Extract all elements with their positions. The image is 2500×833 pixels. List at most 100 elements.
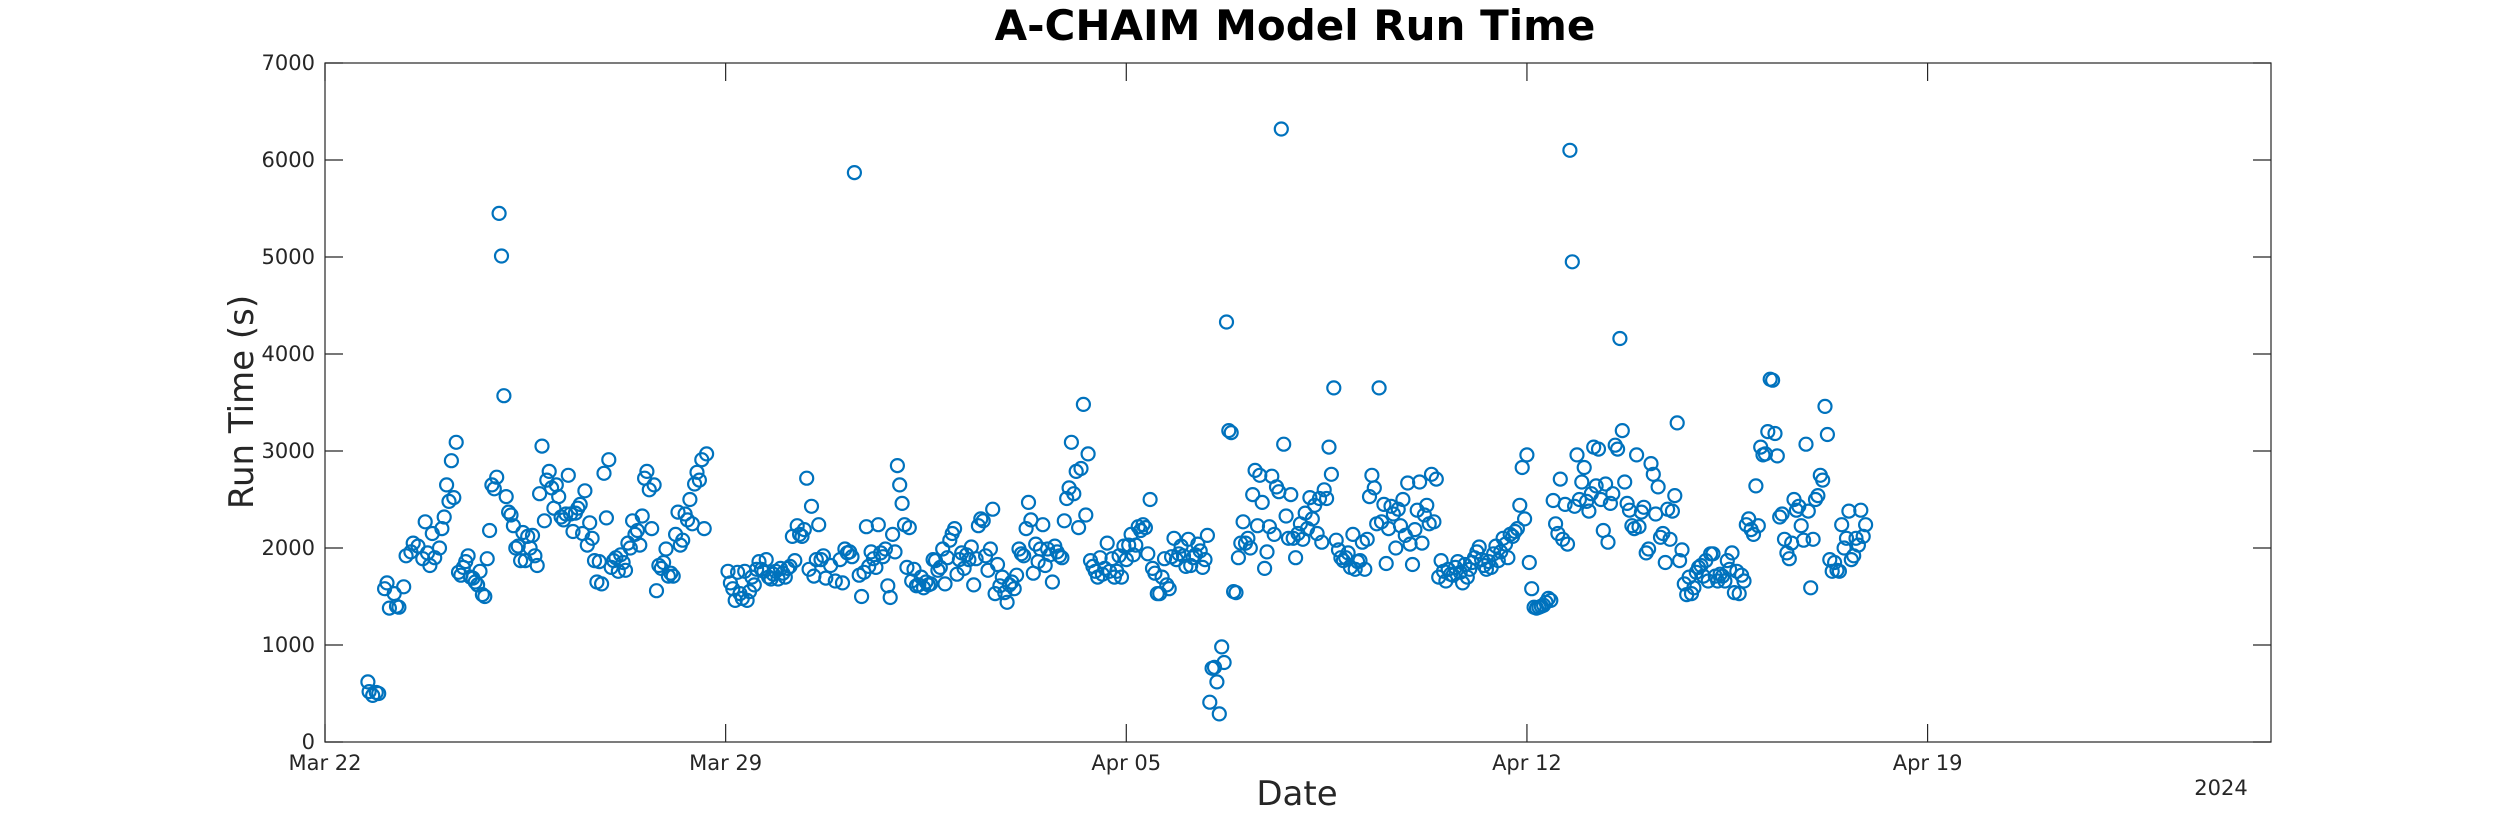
data-point — [1411, 474, 1428, 490]
data-point — [524, 527, 541, 544]
data-point — [1459, 569, 1475, 585]
data-point — [1571, 491, 1588, 508]
data-point — [1445, 567, 1461, 583]
y-tick-label: 4000 — [262, 342, 315, 366]
data-point — [1008, 567, 1025, 583]
data-point — [648, 583, 665, 599]
data-point — [1345, 526, 1361, 543]
data-point — [582, 515, 598, 531]
data-point — [639, 463, 655, 479]
data-point — [1602, 495, 1619, 511]
data-point — [1070, 519, 1087, 536]
data-point — [1352, 552, 1368, 569]
data-point — [1564, 254, 1580, 270]
data-point — [1240, 530, 1256, 546]
data-point — [1230, 550, 1247, 566]
data-point — [1314, 534, 1330, 550]
data-point — [436, 509, 452, 525]
data-point — [1721, 561, 1738, 577]
y-tick-label: 7000 — [262, 51, 315, 75]
data-point — [744, 569, 760, 585]
data-point — [1378, 555, 1394, 572]
data-point — [472, 563, 488, 579]
data-point — [822, 557, 839, 574]
data-point — [1581, 503, 1597, 519]
data-point — [1705, 546, 1721, 562]
data-point — [1640, 541, 1657, 557]
data-point — [489, 469, 505, 485]
data-point — [1223, 425, 1239, 441]
data-point — [512, 552, 529, 569]
data-point — [1202, 694, 1218, 710]
data-point — [892, 477, 908, 493]
data-point — [997, 584, 1013, 601]
data-point — [1617, 474, 1633, 490]
data-point — [1612, 330, 1628, 347]
data-point — [1066, 486, 1082, 502]
data-point — [787, 552, 803, 569]
data-point — [1018, 520, 1034, 537]
data-point — [541, 463, 557, 479]
data-point — [1819, 426, 1836, 443]
data-point — [610, 563, 626, 579]
data-point — [491, 205, 507, 221]
data-point — [989, 556, 1006, 573]
data-point — [477, 588, 493, 605]
data-point — [1256, 560, 1273, 577]
data-point — [1194, 559, 1211, 576]
data-point — [1614, 423, 1630, 439]
data-point — [1371, 380, 1387, 396]
data-point — [675, 532, 691, 548]
data-point — [1245, 487, 1261, 503]
data-point — [1221, 423, 1237, 439]
data-point — [975, 513, 991, 529]
data-point — [748, 561, 765, 577]
data-point — [815, 548, 832, 564]
data-point — [646, 477, 662, 493]
data-point — [1209, 674, 1225, 690]
plot-frame — [324, 62, 2272, 743]
data-point — [999, 594, 1015, 610]
data-point — [448, 434, 464, 450]
data-point — [1593, 491, 1609, 508]
data-point — [1199, 527, 1216, 544]
data-point — [596, 465, 612, 481]
data-point — [1385, 506, 1402, 522]
data-point — [985, 501, 1001, 517]
data-point — [1609, 441, 1626, 457]
data-point — [1815, 472, 1831, 488]
data-point — [1218, 314, 1235, 330]
y-axis-label: Run Time (s) — [222, 295, 262, 509]
data-point — [1020, 494, 1037, 510]
data-point — [846, 165, 863, 181]
data-point — [937, 576, 953, 592]
data-point — [1719, 552, 1735, 569]
data-point — [1686, 580, 1702, 596]
y-tick-label: 3000 — [262, 439, 315, 463]
data-point — [1214, 639, 1230, 655]
data-point — [1404, 556, 1421, 573]
data-point — [899, 559, 915, 576]
data-point — [794, 528, 810, 545]
data-point — [923, 576, 939, 592]
axes — [324, 62, 2272, 743]
data-point — [534, 438, 550, 454]
data-point — [361, 683, 377, 700]
y-tick-label: 5000 — [262, 245, 315, 269]
data-point — [622, 540, 638, 556]
data-point — [1228, 584, 1244, 601]
data-point — [431, 540, 448, 556]
data-point — [593, 576, 610, 592]
data-point — [1235, 514, 1251, 530]
data-point — [1671, 552, 1688, 569]
data-point — [670, 504, 686, 520]
data-point — [1669, 415, 1685, 431]
data-point — [379, 575, 395, 591]
data-point — [1063, 434, 1080, 450]
data-point — [739, 592, 755, 609]
data-point — [1857, 517, 1874, 533]
data-point — [1197, 551, 1213, 568]
data-point — [1359, 531, 1375, 547]
data-point — [827, 573, 843, 589]
data-point — [560, 467, 576, 483]
